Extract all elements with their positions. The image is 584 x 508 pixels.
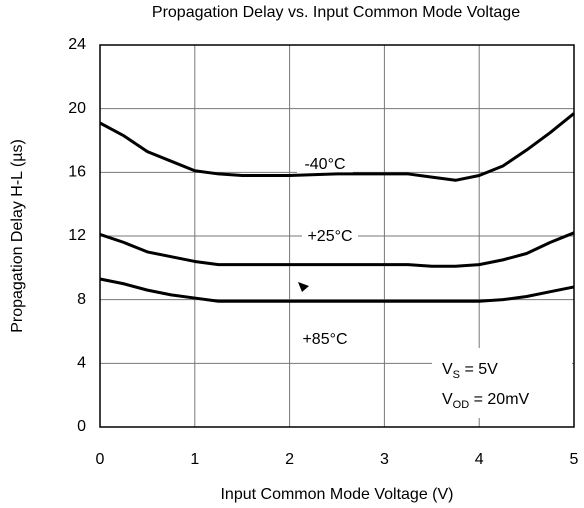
label-background: [297, 328, 353, 352]
series-line: [99, 112, 575, 182]
x-tick-label: 4: [475, 451, 484, 468]
y-tick-label: 8: [77, 291, 86, 308]
arrow-marker: [298, 282, 309, 292]
y-tick-label: 20: [68, 100, 86, 117]
series-label: +85°C: [302, 331, 347, 348]
annotation-text: V: [442, 391, 453, 408]
series-line: [99, 277, 575, 303]
x-tick-label: 0: [96, 451, 105, 468]
plot-frame: [99, 44, 575, 428]
label-background: [302, 225, 358, 249]
chart-title: Propagation Delay vs. Input Common Mode …: [152, 4, 520, 21]
x-tick-label: 5: [570, 451, 579, 468]
annotation-text: V: [442, 361, 453, 378]
series-label: +25°C: [307, 228, 352, 245]
x-axis-label: Input Common Mode Voltage (V): [220, 486, 453, 503]
annotation-background: [432, 348, 572, 418]
x-tick-label: 3: [380, 451, 389, 468]
series-label: -40°C: [304, 156, 345, 173]
annotation-subscript: S: [453, 369, 460, 381]
y-tick-label: 16: [68, 164, 86, 181]
y-tick-label: 0: [77, 418, 86, 435]
y-tick-label: 4: [77, 355, 86, 372]
annotation: VOD = 20mV: [442, 391, 530, 411]
annotation-text: = 5V: [460, 361, 498, 378]
y-tick-label: 12: [68, 227, 86, 244]
x-tick-label: 2: [285, 451, 294, 468]
annotation: VS = 5V: [442, 361, 498, 381]
y-axis-label: Propagation Delay H-L (µs): [9, 139, 26, 333]
y-tick-label: 24: [68, 36, 86, 53]
annotation-text: = 20mV: [469, 391, 529, 408]
x-tick-label: 1: [190, 451, 199, 468]
annotation-subscript: OD: [453, 399, 470, 411]
series-line: [99, 231, 575, 268]
